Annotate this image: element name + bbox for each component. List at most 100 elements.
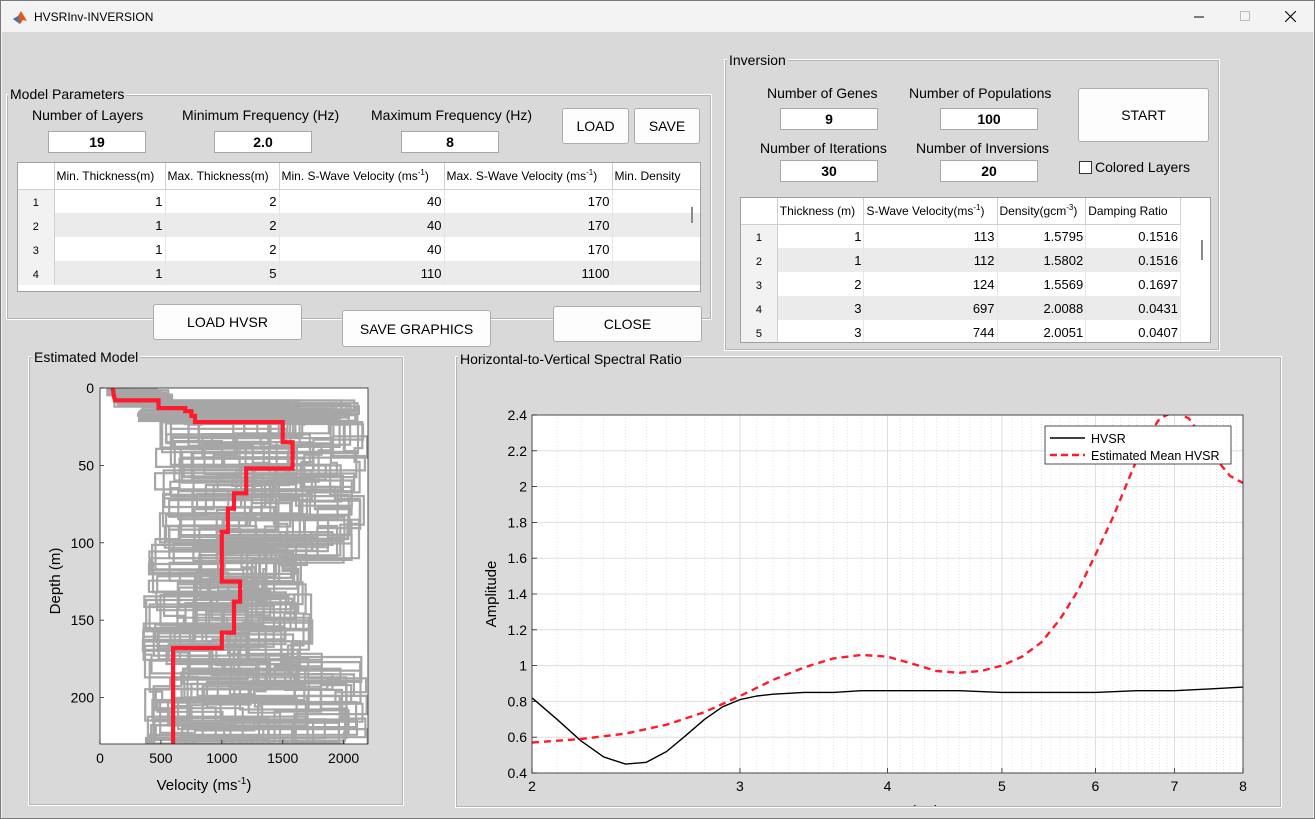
table-row[interactable]: 3 1 2 40 170 [18, 237, 700, 261]
load-hvsr-button[interactable]: LOAD HVSR [153, 304, 302, 340]
model-parameters-title: Model Parameters [8, 86, 127, 102]
iterations-label: Number of Iterations [760, 140, 887, 156]
x-tick-label: 4 [884, 778, 892, 794]
inversions-input[interactable]: 20 [940, 160, 1038, 182]
col-max-vs[interactable]: Max. S-Wave Velocity (ms-1) [444, 163, 613, 190]
table-row[interactable]: 2 1 2 40 170 [18, 213, 700, 237]
model-parameters-table[interactable]: Min. Thickness(m) Max. Thickness(m) Min.… [17, 162, 701, 292]
inversion-results-table[interactable]: Thickness (m) S-Wave Velocity(ms-1) Dens… [740, 197, 1211, 343]
x-tick-label: 5 [998, 778, 1006, 794]
x-axis-label: Velocity (ms-1) [157, 776, 252, 794]
populations-label: Number of Populations [909, 85, 1052, 101]
layers-label: Number of Layers [32, 107, 144, 123]
load-button[interactable]: LOAD [562, 108, 629, 144]
y-tick-label: 100 [71, 535, 95, 551]
y-tick-label: 1.8 [508, 514, 528, 530]
start-button[interactable]: START [1078, 88, 1209, 142]
legend-label: Estimated Mean HVSR [1091, 449, 1220, 463]
table-row[interactable]: 5 3 744 2.0051 0.0407 [741, 320, 1181, 342]
colored-layers-label: Colored Layers [1095, 159, 1190, 175]
colored-layers-checkbox[interactable] [1079, 161, 1092, 174]
table-row[interactable]: 4 1 5 110 1100 [18, 261, 700, 285]
x-tick-label: 0 [96, 750, 104, 766]
maximize-button[interactable] [1222, 1, 1268, 32]
y-tick-label: 1.6 [508, 550, 528, 566]
table-row[interactable]: 3 2 124 1.5569 0.1697 [741, 272, 1181, 296]
estimated-model-title: Estimated Model [32, 349, 141, 365]
y-tick-label: 2 [519, 479, 527, 495]
table-header: Min. Thickness(m) Max. Thickness(m) Min.… [18, 163, 700, 190]
x-tick-label: 500 [149, 750, 173, 766]
y-tick-label: 0.8 [508, 693, 528, 709]
x-tick-label: 1500 [267, 750, 298, 766]
table-row[interactable]: 1 1 2 40 170 [18, 189, 700, 213]
hvsr-panel-title: Horizontal-to-Vertical Spectral Ratio [458, 351, 684, 367]
col-max-thickness[interactable]: Max. Thickness(m) [165, 163, 280, 190]
max-frequency-input[interactable]: 8 [401, 131, 499, 153]
best-model-line [110, 388, 295, 744]
table-header: Thickness (m) S-Wave Velocity(ms-1) Dens… [741, 198, 1181, 225]
y-axis-label: Depth (m) [47, 548, 64, 615]
y-tick-label: 2.4 [508, 407, 528, 423]
y-tick-label: 0.6 [508, 729, 528, 745]
y-axis-label: Amplitude [483, 561, 500, 628]
iterations-input[interactable]: 30 [780, 160, 878, 182]
min-frequency-label: Minimum Frequency (Hz) [182, 107, 340, 123]
trial-model-line [114, 388, 356, 744]
plot-frame [99, 387, 369, 745]
inversion-title: Inversion [727, 52, 788, 68]
save-graphics-button[interactable]: SAVE GRAPHICS [342, 310, 491, 347]
save-button[interactable]: SAVE [634, 108, 700, 144]
hvsr-line [532, 686, 1243, 765]
hvsr-plot[interactable]: 2 3 4 5 6 7 8 0.4 0.6 0.8 1 1.2 1.4 1.6 1.8 2 2.2 2.4 HVSR… [455, 358, 1280, 806]
col-min-density[interactable]: Min. Density [612, 163, 700, 190]
legend-label: HVSR [1091, 432, 1126, 446]
plot-frame [531, 414, 1244, 774]
max-frequency-label: Maximum Frequency (Hz) [371, 107, 533, 123]
close-icon [1284, 11, 1296, 22]
title-bar: HVSRInv-INVERSION [1, 1, 1314, 32]
table-row[interactable]: 2 1 112 1.5802 0.1516 [741, 248, 1181, 272]
col-thickness[interactable]: Thickness (m) [777, 198, 865, 225]
genes-label: Number of Genes [767, 85, 878, 101]
y-tick-label: 0 [86, 380, 94, 396]
min-frequency-input[interactable]: 2.0 [214, 131, 312, 153]
populations-input[interactable]: 100 [940, 108, 1038, 130]
close-window-button[interactable] [1267, 1, 1313, 32]
col-min-thickness[interactable]: Min. Thickness(m) [54, 163, 166, 190]
col-vs[interactable]: S-Wave Velocity(ms-1) [863, 198, 998, 225]
y-tick-label: 200 [71, 690, 95, 706]
col-min-vs[interactable]: Min. S-Wave Velocity (ms-1) [279, 163, 445, 190]
table-row[interactable]: 4 3 697 2.0088 0.0431 [741, 296, 1181, 320]
x-tick-label: 3 [736, 778, 744, 794]
vertical-scrollbar[interactable] [1201, 240, 1203, 260]
close-button[interactable]: CLOSE [553, 306, 702, 342]
inversion-panel [724, 59, 1220, 351]
col-density[interactable]: Density(gcm-3) [997, 198, 1087, 225]
x-tick-label: 1000 [206, 750, 237, 766]
layers-input[interactable]: 19 [48, 131, 146, 153]
x-axis-label: Frequency (Hz) [836, 803, 939, 806]
vertical-scrollbar[interactable] [691, 207, 693, 223]
hvsr-panel [455, 356, 1282, 808]
window-title: HVSRInv-INVERSION [34, 10, 154, 24]
x-tick-label: 7 [1171, 778, 1179, 794]
trial-model-line [113, 388, 334, 744]
trial-model-line [117, 388, 365, 744]
y-tick-label: 2.2 [508, 443, 528, 459]
inversions-label: Number of Inversions [916, 140, 1050, 156]
y-tick-label: 1.4 [508, 586, 528, 602]
corner-cell [18, 163, 55, 190]
maximize-icon [1239, 11, 1250, 21]
y-tick-label: 150 [71, 612, 95, 628]
table-row[interactable]: 1 1 113 1.5795 0.1516 [741, 224, 1181, 248]
y-tick-label: 1 [519, 658, 527, 674]
estimated-model-panel [28, 356, 404, 806]
minimize-button[interactable] [1176, 1, 1222, 32]
genes-input[interactable]: 9 [780, 108, 878, 130]
y-tick-label: 1.2 [508, 622, 528, 638]
matlab-icon [13, 11, 27, 24]
col-damping[interactable]: Damping Ratio [1085, 198, 1181, 225]
estimated-model-plot[interactable]: 0 500 1000 1500 2000 0 50 100 150 200 Velocity (ms… [28, 358, 402, 804]
